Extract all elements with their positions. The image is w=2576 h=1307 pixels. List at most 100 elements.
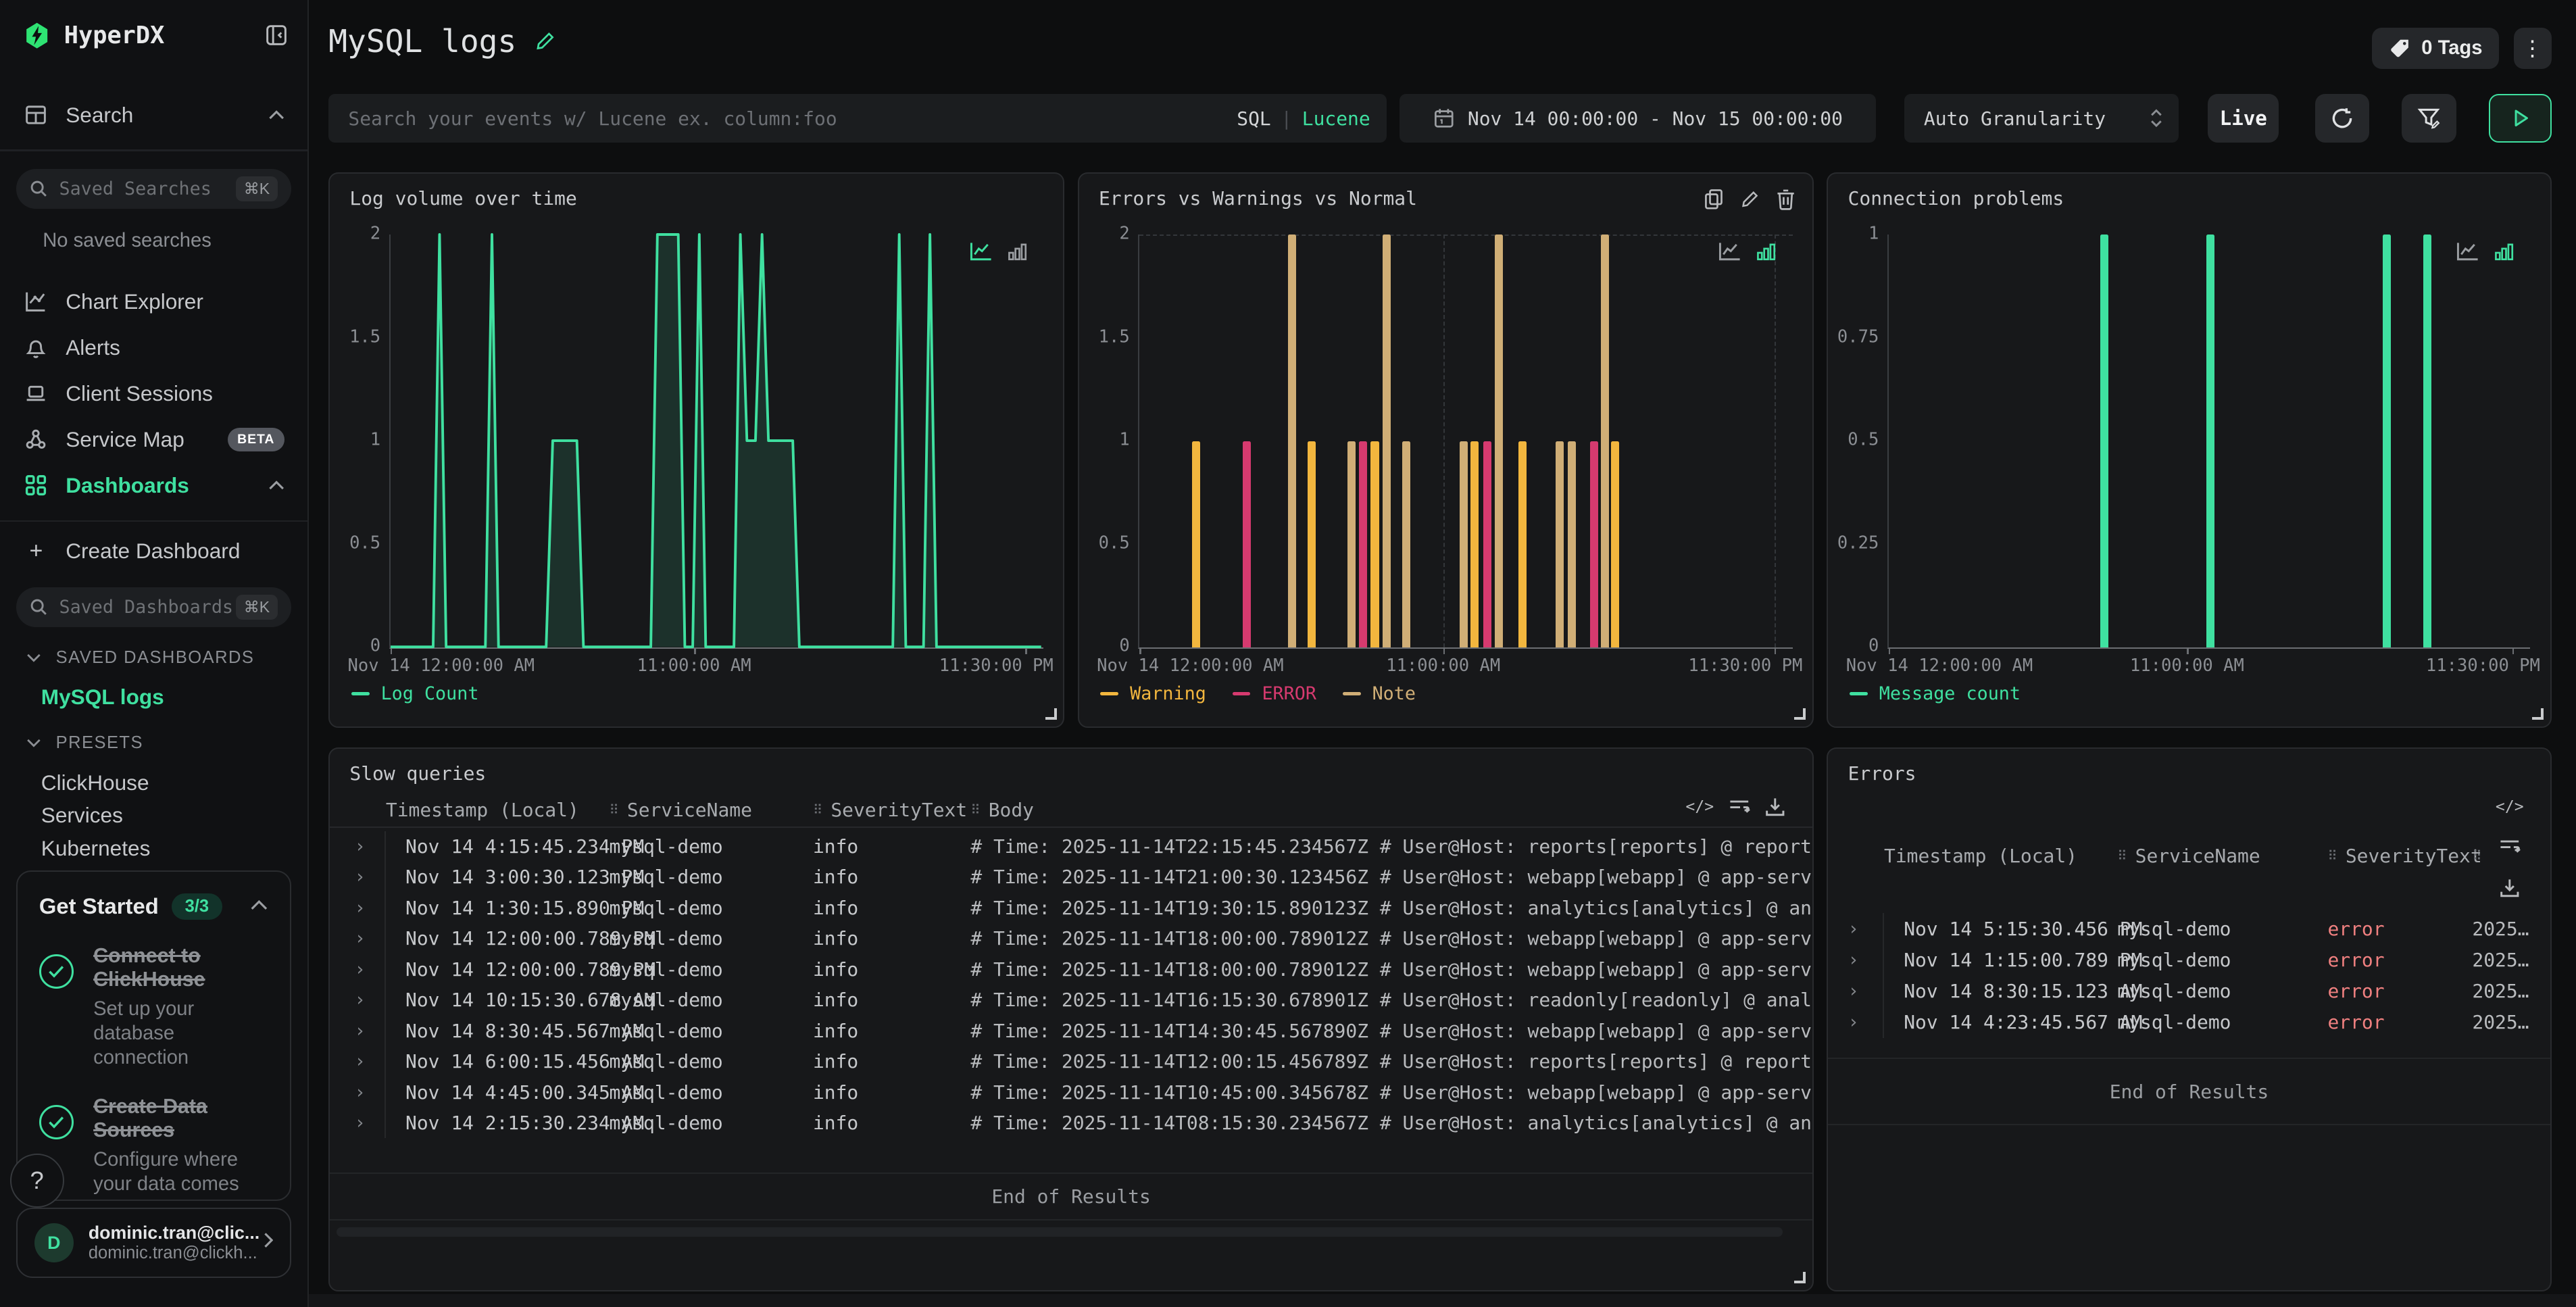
row-expand-chevron[interactable]: ›: [330, 1046, 386, 1077]
column-header-timestamp[interactable]: Timestamp (Local): [330, 799, 609, 821]
legend-item[interactable]: Log Count: [351, 683, 479, 704]
table-row[interactable]: ›Nov 14 2:15:30.234 AMmysql-demoinfo# Ti…: [330, 1108, 1812, 1138]
column-header-servicename[interactable]: ⠿ServiceName: [2117, 845, 2327, 867]
kebab-menu-button[interactable]: ⋮: [2514, 28, 2552, 69]
row-expand-chevron[interactable]: ›: [330, 893, 386, 923]
row-expand-chevron[interactable]: ›: [330, 985, 386, 1015]
bar-chart-toggle-icon[interactable]: [2494, 241, 2514, 261]
download-icon[interactable]: [2499, 878, 2521, 899]
table-row[interactable]: ›Nov 14 4:23:45.567 AMmysql-demoerror202…: [1828, 1007, 2550, 1038]
saved-dashboards-search[interactable]: ⌘K: [16, 587, 291, 626]
legend-item[interactable]: Message count: [1850, 683, 2021, 704]
legend-item[interactable]: ERROR: [1233, 683, 1316, 704]
section-presets[interactable]: PRESETS: [26, 733, 307, 753]
resize-handle[interactable]: [2532, 708, 2544, 720]
get-started-step[interactable]: Create Data SourcesConfigure where your …: [39, 1095, 268, 1201]
table-row[interactable]: ›Nov 14 10:15:30.678 AMmysql-demoinfo# T…: [330, 985, 1812, 1015]
granularity-select[interactable]: Auto Granularity: [1904, 94, 2179, 143]
edit-title-icon[interactable]: [535, 30, 556, 52]
sidebar-item-client-sessions[interactable]: Client Sessions: [0, 370, 307, 416]
column-header-severitytext[interactable]: ⠿SeverityText: [2327, 845, 2472, 867]
row-expand-chevron[interactable]: ›: [1848, 976, 1884, 1007]
get-started-step[interactable]: Connect to ClickHouseSet up your databas…: [39, 944, 268, 1070]
drag-handle-icon[interactable]: ⠿: [2117, 848, 2127, 864]
sql-toggle[interactable]: SQL: [1237, 107, 1270, 130]
row-expand-chevron[interactable]: ›: [330, 954, 386, 985]
line-chart-toggle-icon[interactable]: [970, 241, 993, 261]
column-header-servicename[interactable]: ⠿ServiceName: [610, 799, 813, 821]
row-expand-chevron[interactable]: ›: [330, 831, 386, 862]
sidebar-item-chart-explorer[interactable]: Chart Explorer: [0, 278, 307, 324]
resize-handle[interactable]: [1794, 1272, 1806, 1283]
table-row[interactable]: ›Nov 14 8:30:45.567 AMmysql-demoinfo# Ti…: [330, 1015, 1812, 1045]
table-row[interactable]: ›Nov 14 5:15:30.456 PMmysql-demoerror202…: [1828, 913, 2550, 944]
drag-handle-icon[interactable]: ⠿: [2472, 848, 2481, 864]
duplicate-widget-icon[interactable]: [1704, 189, 1724, 210]
legend-item[interactable]: Warning: [1100, 683, 1206, 704]
bar-chart-toggle-icon[interactable]: [1756, 241, 1776, 261]
lucene-toggle[interactable]: Lucene: [1302, 107, 1370, 130]
table-row[interactable]: ›Nov 14 12:00:00.789 PMmysql-demoinfo# T…: [330, 954, 1812, 985]
table-row[interactable]: ›Nov 14 4:45:00.345 AMmysql-demoinfo# Ti…: [330, 1077, 1812, 1107]
saved-dashboards-input[interactable]: [59, 597, 235, 618]
table-row[interactable]: ›Nov 14 3:00:30.123 PMmysql-demoinfo# Ti…: [330, 862, 1812, 892]
code-view-icon[interactable]: </>: [1685, 798, 1714, 816]
resize-handle[interactable]: [1794, 708, 1806, 720]
chevron-up-icon[interactable]: [268, 105, 284, 124]
code-view-icon[interactable]: </>: [2496, 798, 2524, 816]
resize-handle[interactable]: [1045, 708, 1057, 720]
table-row[interactable]: ›Nov 14 1:15:00.789 PMmysql-demoerror202…: [1828, 944, 2550, 975]
table-row[interactable]: ›Nov 14 6:00:15.456 AMmysql-demoinfo# Ti…: [330, 1046, 1812, 1077]
row-expand-chevron[interactable]: ›: [1848, 944, 1884, 975]
saved-searches-input[interactable]: [59, 178, 235, 199]
column-header-severitytext[interactable]: ⠿SeverityText: [813, 799, 970, 821]
edit-widget-icon[interactable]: [1740, 189, 1760, 210]
filter-button[interactable]: [2402, 94, 2456, 143]
row-expand-chevron[interactable]: ›: [330, 862, 386, 892]
saved-searches-search[interactable]: ⌘K: [16, 169, 291, 208]
table-row[interactable]: ›Nov 14 1:30:15.890 PMmysql-demoinfo# Ti…: [330, 893, 1812, 923]
row-expand-chevron[interactable]: ›: [330, 1077, 386, 1107]
section-saved-dashboards[interactable]: SAVED DASHBOARDS: [26, 648, 307, 668]
tags-button[interactable]: 0 Tags: [2372, 28, 2498, 69]
date-range-picker[interactable]: Nov 14 00:00:00 - Nov 15 00:00:00: [1400, 94, 1876, 143]
bar-chart-toggle-icon[interactable]: [1008, 241, 1027, 261]
user-menu[interactable]: D dominic.tran@clic... dominic.tran@clic…: [16, 1208, 291, 1279]
row-expand-chevron[interactable]: ›: [1848, 913, 1884, 944]
sidebar-item-dashboards[interactable]: Dashboards: [0, 462, 307, 508]
saved-dashboard-mysql-logs[interactable]: MySQL logs: [0, 681, 307, 714]
table-row[interactable]: ›Nov 14 12:00:00.789 PMmysql-demoinfo# T…: [330, 923, 1812, 954]
page-scrollbar[interactable]: [309, 1294, 2576, 1307]
run-query-button[interactable]: [2489, 94, 2551, 143]
wrap-lines-icon[interactable]: [1729, 797, 1750, 817]
delete-widget-icon[interactable]: [1776, 189, 1795, 210]
chevron-up-icon[interactable]: [268, 476, 284, 495]
chevron-up-icon[interactable]: [250, 897, 268, 916]
sidebar-item-search[interactable]: Search: [0, 92, 307, 138]
help-button[interactable]: ?: [10, 1154, 64, 1208]
preset-kubernetes[interactable]: Kubernetes: [0, 832, 307, 865]
sidebar-item-alerts[interactable]: Alerts: [0, 324, 307, 370]
column-header-timestamp[interactable]: Timestamp (Local): [1884, 845, 2117, 867]
line-chart-toggle-icon[interactable]: [1718, 241, 1741, 261]
event-search-input[interactable]: [328, 94, 1387, 143]
live-button[interactable]: Live: [2208, 94, 2279, 143]
sidebar-collapse-icon[interactable]: [265, 24, 288, 47]
refresh-button[interactable]: [2315, 94, 2369, 143]
table-row[interactable]: ›Nov 14 8:30:15.123 AMmysql-demoerror202…: [1828, 976, 2550, 1007]
legend-item[interactable]: Note: [1343, 683, 1416, 704]
drag-handle-icon[interactable]: ⠿: [2327, 848, 2337, 864]
sidebar-item-service-map[interactable]: Service Map BETA: [0, 416, 307, 462]
create-dashboard-button[interactable]: + Create Dashboard: [0, 528, 307, 574]
preset-services[interactable]: Services: [0, 799, 307, 832]
drag-handle-icon[interactable]: ⠿: [813, 802, 822, 818]
preset-clickhouse[interactable]: ClickHouse: [0, 766, 307, 799]
row-expand-chevron[interactable]: ›: [330, 1108, 386, 1138]
row-expand-chevron[interactable]: ›: [330, 1015, 386, 1045]
row-expand-chevron[interactable]: ›: [330, 923, 386, 954]
line-chart-toggle-icon[interactable]: [2456, 241, 2479, 261]
horizontal-scrollbar[interactable]: [337, 1227, 1783, 1237]
table-row[interactable]: ›Nov 14 4:15:45.234 PMmysql-demoinfo# Ti…: [330, 831, 1812, 862]
download-icon[interactable]: [1764, 797, 1786, 818]
drag-handle-icon[interactable]: ⠿: [610, 802, 619, 818]
